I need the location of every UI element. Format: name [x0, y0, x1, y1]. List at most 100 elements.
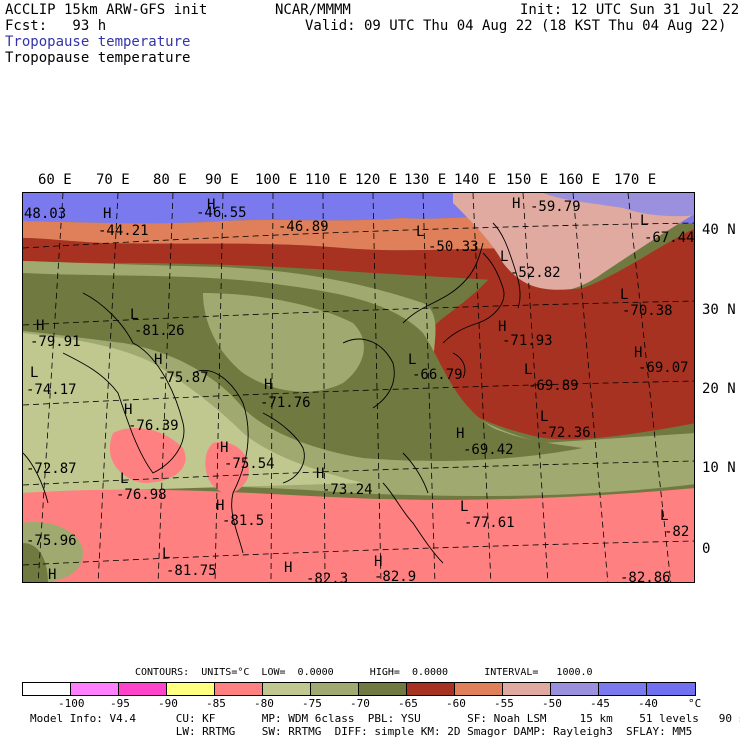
low-marker: L — [130, 307, 139, 323]
contour-info: CONTOURS: UNITS=°C LOW= 0.0000 HIGH= 0.0… — [135, 667, 593, 678]
contour-label: -66.79 — [412, 367, 463, 383]
high-marker: H — [374, 554, 383, 570]
colorbar-swatch — [311, 683, 359, 695]
colorbar-swatch — [503, 683, 551, 695]
model-title: ACCLIP 15km ARW-GFS init — [5, 2, 208, 18]
contour-label: -75.96 — [26, 533, 77, 549]
colorbar-swatch — [647, 683, 695, 695]
colorbar-swatch — [455, 683, 503, 695]
colorbar-swatch — [599, 683, 647, 695]
colorbar-tick: -100 — [58, 697, 85, 710]
high-marker: H — [498, 319, 507, 335]
colorbar — [22, 682, 696, 696]
contour-label: -74.17 — [26, 382, 77, 398]
contour-label: -59.79 — [530, 199, 581, 215]
colorbar-swatch — [23, 683, 71, 695]
lat-label: 40 N — [702, 222, 736, 238]
high-marker: H — [216, 498, 225, 514]
low-marker: L — [640, 213, 649, 229]
colorbar-tick: -55 — [494, 697, 514, 710]
colorbar-swatch — [71, 683, 119, 695]
lat-label: 30 N — [702, 302, 736, 318]
field-name-primary: Tropopause temperature — [5, 34, 191, 50]
colorbar-swatch — [215, 683, 263, 695]
high-marker: H — [207, 197, 216, 213]
colorbar-swatch — [167, 683, 215, 695]
contour-label: -79.91 — [30, 334, 81, 350]
high-marker: H — [48, 567, 57, 583]
lat-label: 20 N — [702, 381, 736, 397]
contour-label: -82.86 — [620, 570, 671, 586]
lon-label: 120 E — [355, 172, 398, 188]
contour-label: -82 — [664, 524, 690, 540]
lat-label: 0 — [702, 541, 711, 557]
lon-label: 130 E — [404, 172, 447, 188]
contour-label: -46.55 — [196, 205, 247, 221]
contour-label: -72.36 — [540, 425, 591, 441]
contour-label: -46.89 — [278, 219, 329, 235]
high-marker: H — [634, 345, 643, 361]
low-marker: L — [408, 352, 417, 368]
colorbar-swatch — [407, 683, 455, 695]
low-marker: L — [120, 471, 129, 487]
lat-label: 10 N — [702, 460, 736, 476]
contour-label: -81.5 — [222, 513, 265, 529]
low-marker: L — [460, 499, 469, 515]
colorbar-swatch — [359, 683, 407, 695]
contour-label: -75.54 — [224, 456, 275, 472]
colorbar-tick: -65 — [398, 697, 418, 710]
field-name-secondary: Tropopause temperature — [5, 50, 191, 66]
center-label: NCAR/MMMM — [275, 2, 351, 18]
contour-label: -76.39 — [128, 418, 179, 434]
contour-label: -81.75 — [166, 563, 217, 579]
colorbar-swatch — [263, 683, 311, 695]
colorbar-tick: -90 — [158, 697, 178, 710]
contour-label: -82.3 — [306, 571, 349, 587]
high-marker: H — [154, 352, 163, 368]
contour-label: -69.89 — [528, 378, 579, 394]
contour-label: -75.87 — [158, 370, 209, 386]
low-marker: L — [660, 508, 669, 524]
colorbar-tick: -95 — [110, 697, 130, 710]
colorbar-tick: -40 — [638, 697, 658, 710]
lon-label: 60 E — [38, 172, 72, 188]
lon-label: 80 E — [153, 172, 187, 188]
high-marker: H — [103, 206, 112, 222]
high-marker: H — [316, 466, 325, 482]
high-marker: H — [284, 560, 293, 576]
colorbar-tick: -50 — [542, 697, 562, 710]
lon-label: 90 E — [205, 172, 239, 188]
colorbar-tick: -80 — [254, 697, 274, 710]
colorbar-tick: -85 — [206, 697, 226, 710]
lon-label: 140 E — [454, 172, 497, 188]
contour-label: -77.61 — [464, 515, 515, 531]
high-marker: H — [220, 440, 229, 456]
contour-label: -72.87 — [26, 461, 77, 477]
model-info-line1: Model Info: V4.4 CU: KF MP: WDM 6class P… — [30, 712, 740, 725]
colorbar-swatch — [119, 683, 167, 695]
contour-label: -44.21 — [98, 223, 149, 239]
low-marker: L — [30, 365, 39, 381]
lon-label: 150 E — [506, 172, 549, 188]
contour-label: -73.24 — [322, 482, 373, 498]
colorbar-tick: -70 — [350, 697, 370, 710]
contour-label: -76.98 — [116, 487, 167, 503]
high-marker: H — [264, 377, 273, 393]
high-marker: H — [124, 402, 133, 418]
low-marker: L — [540, 409, 549, 425]
temperature-field-map — [23, 193, 694, 582]
high-marker: H — [456, 426, 465, 442]
contour-label: -67.44 — [644, 230, 695, 246]
contour-label: -69.07 — [638, 360, 689, 376]
lon-label: 160 E — [558, 172, 601, 188]
colorbar-unit: °C — [688, 697, 702, 710]
contour-label: -69.42 — [463, 442, 514, 458]
low-marker: L — [620, 287, 629, 303]
init-time: Init: 12 UTC Sun 31 Jul 22 — [520, 2, 740, 18]
colorbar-tick: -75 — [302, 697, 322, 710]
contour-label: -50.33 — [428, 239, 479, 255]
low-marker: L — [162, 546, 171, 562]
colorbar-tick: -45 — [590, 697, 610, 710]
contour-label: -81.26 — [134, 323, 185, 339]
contour-label: -71.76 — [260, 395, 311, 411]
